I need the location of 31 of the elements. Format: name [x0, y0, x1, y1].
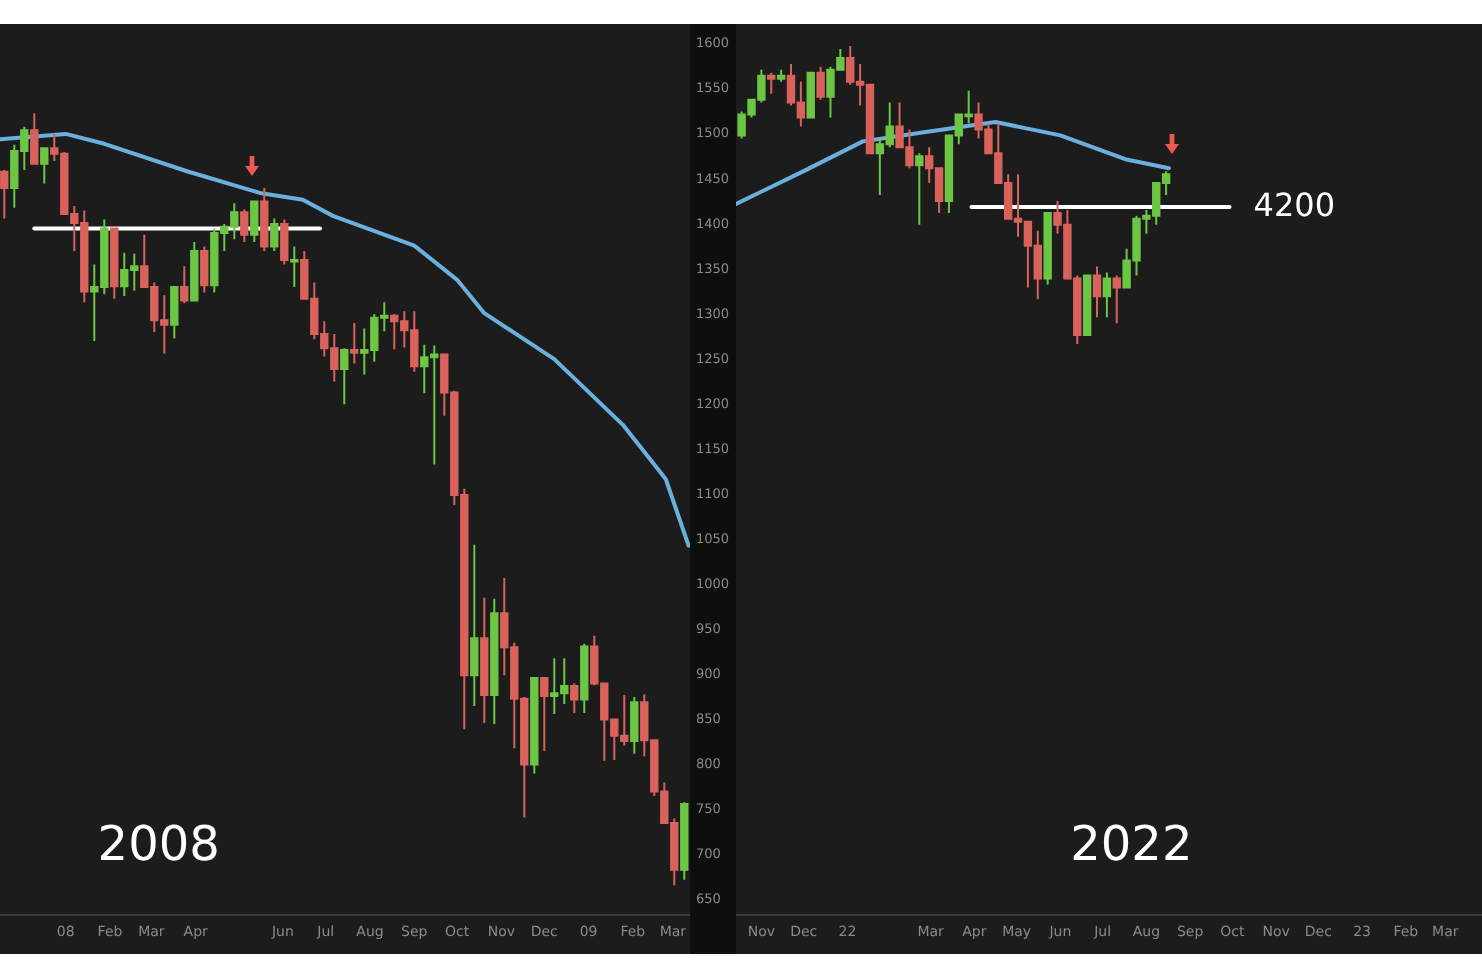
candlestick — [240, 208, 249, 243]
candlestick — [630, 695, 639, 755]
candlestick — [270, 217, 279, 252]
candlestick — [1112, 274, 1121, 325]
candlestick — [260, 186, 269, 252]
line-series — [0, 131, 690, 548]
candlestick — [0, 168, 9, 220]
candlestick — [290, 245, 299, 289]
candlestick — [480, 596, 489, 725]
candlestick — [470, 543, 479, 707]
candlestick — [776, 68, 786, 83]
candlestick — [570, 682, 579, 715]
candlestick — [540, 676, 549, 752]
candlestick — [816, 65, 825, 101]
candlestick — [767, 71, 776, 95]
candlestick — [1092, 265, 1102, 319]
candlestick — [40, 146, 49, 185]
candlestick — [1043, 211, 1052, 286]
candlestick — [1102, 271, 1112, 319]
candlestick — [30, 112, 39, 165]
candlestick — [350, 322, 359, 365]
text: 2022 — [1070, 816, 1193, 872]
candlestick — [250, 199, 259, 243]
candlestick — [580, 642, 589, 715]
series-label: 4200 — [1253, 185, 1336, 224]
candlestick — [170, 285, 179, 340]
candlestick — [490, 597, 499, 725]
candlestick — [180, 265, 189, 305]
candlestick — [915, 152, 924, 226]
annotation: 2008 — [97, 816, 220, 872]
candlestick — [340, 347, 349, 406]
